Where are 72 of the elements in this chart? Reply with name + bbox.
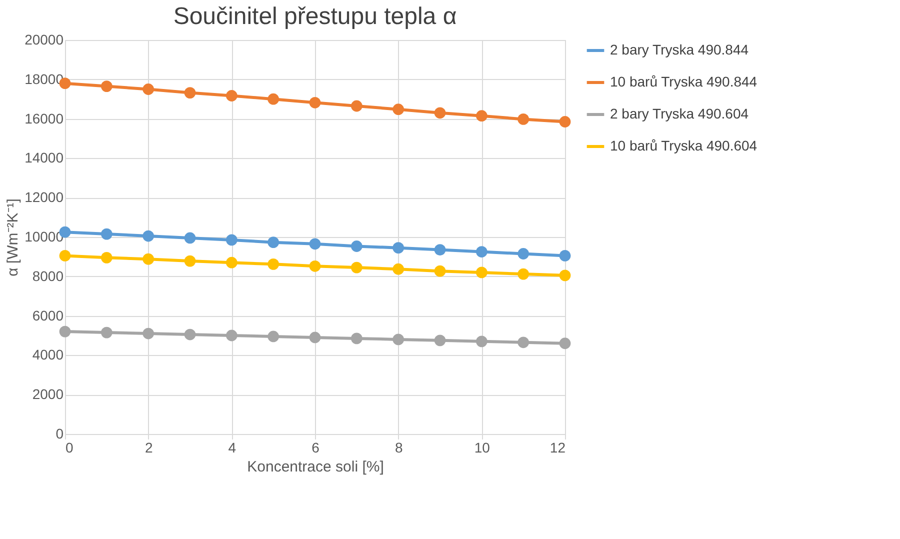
point (142, 253, 154, 265)
point (100, 228, 112, 240)
legend-label: 2 bary Tryska 490.844 (610, 42, 749, 58)
chart-title: Součinitel přestupu tepla α (173, 3, 457, 30)
point (476, 266, 488, 278)
point (559, 338, 571, 350)
legend-label: 2 bary Tryska 490.604 (610, 106, 749, 122)
point (434, 107, 446, 119)
point (100, 252, 112, 264)
x-tick-label: 12 (550, 440, 566, 456)
point (142, 84, 154, 95)
point (226, 256, 238, 268)
y-tick-label: 2000 (32, 386, 64, 402)
point (476, 336, 488, 348)
point (226, 330, 238, 342)
point (559, 116, 571, 128)
point (559, 250, 571, 262)
point (392, 263, 404, 275)
point (59, 250, 71, 262)
y-tick-label: 0 (56, 426, 64, 442)
point (518, 268, 530, 280)
y-tick-label: 8000 (32, 268, 64, 284)
point (559, 270, 571, 282)
point (184, 87, 196, 98)
point (518, 336, 530, 348)
x-tick-label: 8 (394, 440, 403, 456)
point (100, 80, 112, 92)
legend-label: 10 barů Tryska 490.604 (610, 138, 758, 154)
x-axis-title: Koncentrace soli [%] (247, 458, 384, 476)
point (268, 93, 280, 105)
point (476, 246, 488, 258)
point (434, 265, 446, 277)
point (309, 260, 321, 272)
point (268, 258, 280, 270)
point (392, 334, 404, 346)
y-axis-title: α [Wm⁻²K⁻¹] (4, 198, 22, 276)
point (518, 114, 530, 125)
y-tick-label: 16000 (24, 110, 64, 126)
point (392, 104, 404, 116)
x-tick-label: 2 (144, 440, 153, 456)
point (142, 230, 154, 242)
point (434, 334, 446, 346)
point (184, 255, 196, 267)
point (100, 326, 112, 338)
y-tick-label: 14000 (24, 150, 64, 166)
point (309, 238, 321, 250)
point (226, 90, 238, 102)
y-tick-label: 20000 (24, 32, 64, 48)
point (309, 96, 321, 108)
y-tick-label: 4000 (32, 346, 64, 363)
point (476, 110, 488, 122)
point (392, 242, 404, 254)
x-tick-label: 6 (312, 440, 320, 456)
point (59, 326, 71, 338)
point (350, 100, 362, 112)
x-tick-label: 4 (228, 440, 236, 456)
point (309, 332, 321, 344)
point (268, 330, 280, 342)
point (350, 332, 362, 344)
legend-label: 10 barů Tryska 490.844 (610, 74, 758, 90)
point (518, 248, 530, 260)
y-tick-label: 6000 (32, 307, 64, 324)
point (350, 240, 362, 252)
y-tick-label: 12000 (24, 189, 64, 206)
point (184, 232, 196, 244)
point (226, 234, 238, 246)
point (142, 328, 154, 340)
point (350, 262, 362, 274)
point (434, 244, 446, 256)
point (268, 236, 280, 248)
point (184, 328, 196, 340)
x-tick-label: 10 (474, 440, 490, 456)
